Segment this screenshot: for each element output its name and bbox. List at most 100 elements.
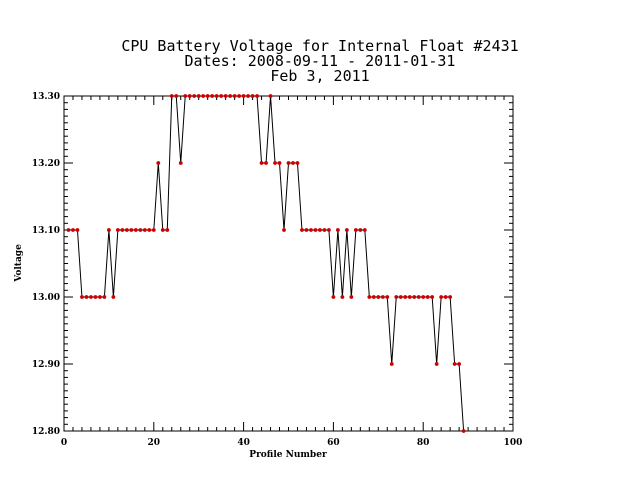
data-point	[461, 429, 466, 433]
data-point	[407, 295, 412, 299]
data-point	[344, 228, 349, 232]
y-tick-label: 13.00	[32, 293, 60, 303]
data-point	[291, 161, 295, 165]
data-point	[421, 295, 426, 299]
data-point	[219, 94, 224, 98]
data-point	[425, 295, 430, 299]
data-point	[268, 94, 273, 98]
data-point	[151, 228, 156, 232]
data-point	[416, 295, 421, 299]
x-tick-labels: 0 20 40 60 80 100	[61, 438, 523, 448]
data-point	[89, 295, 93, 299]
data-point	[286, 161, 291, 165]
axis-ticks	[63, 95, 514, 432]
series-line	[68, 95, 465, 432]
data-point	[138, 228, 143, 232]
data-point	[228, 94, 233, 98]
data-point	[178, 161, 183, 165]
data-point	[434, 362, 439, 366]
data-point	[232, 94, 237, 98]
x-tick-label: 20	[148, 438, 161, 448]
data-point	[304, 228, 309, 232]
data-point	[241, 94, 246, 98]
data-point	[403, 295, 408, 299]
chart-title-line-3: Feb 3, 2011	[270, 67, 370, 85]
y-tick-label: 12.90	[32, 360, 60, 370]
data-point	[169, 94, 174, 98]
data-point	[318, 228, 322, 232]
data-point	[322, 228, 327, 232]
data-point	[398, 295, 403, 299]
data-point	[80, 295, 84, 299]
data-point	[147, 228, 152, 232]
x-tick-label: 60	[327, 438, 340, 448]
data-point	[124, 228, 129, 232]
x-tick-label: 80	[417, 438, 430, 448]
data-point	[246, 94, 250, 98]
data-point	[237, 94, 242, 98]
data-point	[412, 295, 417, 299]
data-point	[273, 161, 277, 165]
data-point	[367, 295, 372, 299]
data-point	[255, 94, 259, 98]
data-point	[335, 228, 340, 232]
data-point	[120, 228, 125, 232]
data-point	[98, 295, 102, 299]
data-point	[201, 94, 206, 98]
data-point	[457, 362, 462, 366]
data-point	[362, 228, 367, 232]
data-point	[394, 295, 399, 299]
data-point	[183, 94, 188, 98]
data-point	[430, 295, 435, 299]
x-tick-label: 100	[504, 438, 523, 448]
data-point	[376, 295, 381, 299]
data-point	[174, 94, 179, 98]
data-point	[277, 161, 282, 165]
data-point	[282, 228, 286, 232]
data-point	[71, 228, 75, 232]
series-markers	[66, 94, 466, 433]
data-point	[295, 161, 300, 165]
y-tick-label: 13.10	[32, 226, 60, 236]
y-tick-label: 12.80	[32, 427, 60, 437]
data-point	[349, 295, 354, 299]
data-point	[160, 228, 165, 232]
data-point	[259, 161, 264, 165]
data-point	[264, 161, 268, 165]
data-point	[192, 94, 197, 98]
data-point	[93, 295, 98, 299]
data-point	[133, 228, 138, 232]
data-point	[75, 228, 80, 232]
data-point	[187, 94, 192, 98]
y-tick-label: 13.30	[32, 92, 60, 102]
x-tick-label: 0	[61, 438, 67, 448]
chart-title-line-1: CPU Battery Voltage for Internal Float #…	[121, 37, 519, 55]
data-point	[210, 94, 215, 98]
data-point	[66, 228, 71, 232]
data-point	[165, 228, 170, 232]
plot-frame	[63, 95, 514, 432]
y-tick-label: 13.20	[32, 159, 60, 169]
data-point	[300, 228, 304, 232]
data-point	[250, 94, 255, 98]
data-point	[331, 295, 336, 299]
data-point	[452, 362, 457, 366]
data-point	[340, 295, 345, 299]
data-point	[156, 161, 161, 165]
data-point	[84, 295, 89, 299]
data-point	[327, 228, 331, 232]
data-point	[129, 228, 134, 232]
data-point	[358, 228, 363, 232]
data-point	[111, 295, 116, 299]
data-point	[142, 228, 147, 232]
data-point	[439, 295, 444, 299]
data-point	[389, 362, 394, 366]
data-point	[353, 228, 358, 232]
chart-title-line-2: Dates: 2008-09-11 - 2011-01-31	[184, 52, 456, 70]
data-point	[385, 295, 390, 299]
y-tick-labels: 12.80 12.90 13.00 13.10 13.20 13.30	[32, 92, 60, 437]
data-point	[115, 228, 120, 232]
data-point	[448, 295, 453, 299]
